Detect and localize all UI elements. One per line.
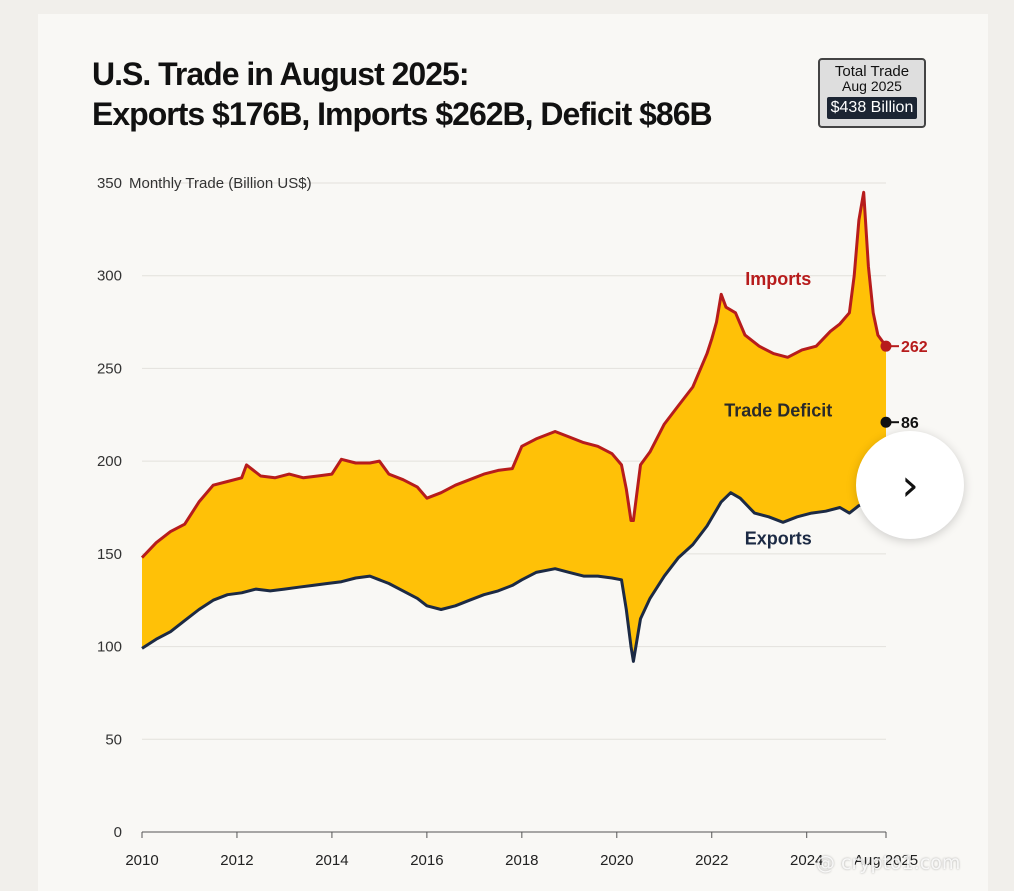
badge-value: $438 Billion bbox=[826, 97, 918, 119]
annotation-exports: Exports bbox=[745, 529, 812, 549]
x-tick-label-2020: 2020 bbox=[600, 852, 633, 869]
deficit-area-layer bbox=[142, 192, 886, 662]
x-tick-label-2022: 2022 bbox=[695, 852, 728, 869]
x-tick-label-2018: 2018 bbox=[505, 852, 538, 869]
y-tick-label-250: 250 bbox=[97, 360, 122, 377]
chevron-right-icon: › bbox=[901, 459, 919, 511]
imports-end-marker bbox=[880, 340, 892, 352]
total-trade-badge: Total Trade Aug 2025 $438 Billion bbox=[818, 58, 926, 128]
exports-line bbox=[141, 491, 886, 663]
annotation-imports: Imports bbox=[745, 269, 811, 289]
chart-title: U.S. Trade in August 2025: Exports $176B… bbox=[92, 54, 713, 134]
y-tick-label-150: 150 bbox=[97, 546, 122, 563]
title-line-1: U.S. Trade in August 2025: bbox=[92, 56, 469, 92]
y-tick-label-100: 100 bbox=[97, 639, 122, 656]
y-tick-label-50: 50 bbox=[105, 731, 122, 748]
x-tick-label-2016: 2016 bbox=[410, 852, 443, 869]
next-slide-button[interactable]: › bbox=[856, 431, 964, 539]
y-tick-label-350: 350 bbox=[97, 175, 122, 192]
title-line-2: Exports $176B, Imports $262B, Deficit $8… bbox=[92, 96, 713, 132]
trade-deficit-area bbox=[142, 192, 886, 662]
badge-date: Aug 2025 bbox=[842, 78, 902, 94]
x-tick-label-2024: 2024 bbox=[790, 852, 823, 869]
chart-labels: 0 50 100 150 200 250 300 350 Monthly Trade (Bill… bbox=[97, 175, 928, 869]
annotation-trade-deficit: Trade Deficit bbox=[724, 401, 832, 421]
badge-label: Total Trade bbox=[834, 63, 910, 80]
x-tick-label-2010: 2010 bbox=[125, 852, 158, 869]
y-axis-label: Monthly Trade (Billion US$) bbox=[129, 175, 312, 192]
x-tick-label-Aug-2025: Aug 2025 bbox=[854, 852, 918, 869]
x-tick-label-2014: 2014 bbox=[315, 852, 348, 869]
x-tick-label-2012: 2012 bbox=[220, 852, 253, 869]
imports-end-label: 262 bbox=[901, 339, 928, 356]
watermark: @ crypto1.com bbox=[816, 852, 961, 874]
deficit-end-label: 86 bbox=[901, 415, 919, 432]
y-tick-label-300: 300 bbox=[97, 268, 122, 285]
series-lines bbox=[140, 190, 888, 663]
imports-line bbox=[140, 190, 888, 559]
y-tick-label-200: 200 bbox=[97, 453, 122, 470]
y-tick-label-0: 0 bbox=[114, 824, 122, 841]
deficit-end-marker bbox=[880, 416, 892, 428]
